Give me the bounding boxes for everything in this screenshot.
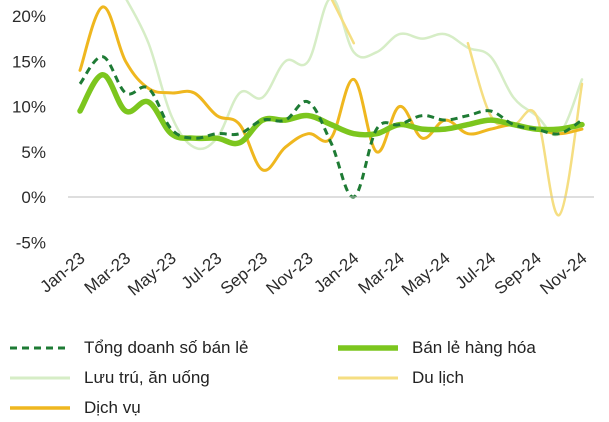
y-tick-label: 10% [12, 98, 46, 117]
series-line-4 [78, 5, 584, 172]
legend-label: Bán lẻ hàng hóa [412, 338, 536, 357]
legend-swatch-solid-bright-green [338, 345, 398, 351]
legend-item-tong-doanh-so: Tổng doanh số bán lẻ [8, 334, 248, 362]
line-chart: 20% 15% 10% 5% 0% -5% Jan-23Mar-23May-23Jul-2… [12, 0, 594, 300]
x-tick-label: May-24 [398, 249, 454, 300]
series-line-1 [77, 72, 585, 147]
y-axis-ticks: 20% 15% 10% 5% 0% -5% [12, 7, 46, 252]
legend-label: Tổng doanh số bán lẻ [84, 338, 249, 357]
y-tick-label: 0% [21, 188, 46, 207]
legend-swatch-solid-gold [10, 406, 70, 410]
legend-item-du-lich: Du lịch [336, 364, 464, 392]
y-tick-label: 15% [12, 52, 46, 71]
x-axis-ticks: Jan-23Mar-23May-23Jul-23Sep-23Nov-23Jan-… [37, 249, 591, 300]
series-line-2 [125, 0, 584, 151]
x-tick-label: May-23 [124, 249, 180, 300]
legend-swatch-dashed-dark-green [10, 346, 70, 350]
series-line-0 [78, 55, 583, 199]
x-tick-label: Nov-24 [536, 249, 590, 299]
chart-legend: Tổng doanh số bán lẻ Bán lẻ hàng hóa Lưu… [0, 330, 609, 421]
y-tick-label: 20% [12, 7, 46, 26]
y-tick-label: -5% [16, 233, 46, 252]
x-tick-label: Nov-23 [263, 249, 317, 299]
x-tick-label: Jan-23 [37, 249, 89, 297]
x-tick-label: Mar-24 [355, 249, 408, 298]
legend-item-dich-vu: Dịch vụ [8, 394, 141, 422]
x-tick-label: Sep-24 [491, 249, 545, 299]
legend-label: Du lịch [412, 368, 464, 387]
series-line-3 [330, 0, 356, 45]
legend-swatch-solid-pale-yellow [338, 376, 398, 380]
series-line-3 [466, 41, 584, 217]
x-tick-label: Sep-23 [217, 249, 271, 299]
legend-swatch-solid-pale-green [10, 376, 70, 380]
legend-item-luu-tru-an-uong: Lưu trú, ăn uống [8, 364, 210, 392]
legend-label: Dịch vụ [84, 398, 141, 417]
legend-label: Lưu trú, ăn uống [84, 368, 210, 387]
y-tick-label: 5% [21, 143, 46, 162]
x-tick-label: Jan-24 [310, 249, 362, 297]
series-layer [77, 0, 585, 217]
legend-item-ban-le-hang-hoa: Bán lẻ hàng hóa [336, 334, 536, 362]
x-tick-label: Mar-23 [81, 249, 134, 298]
